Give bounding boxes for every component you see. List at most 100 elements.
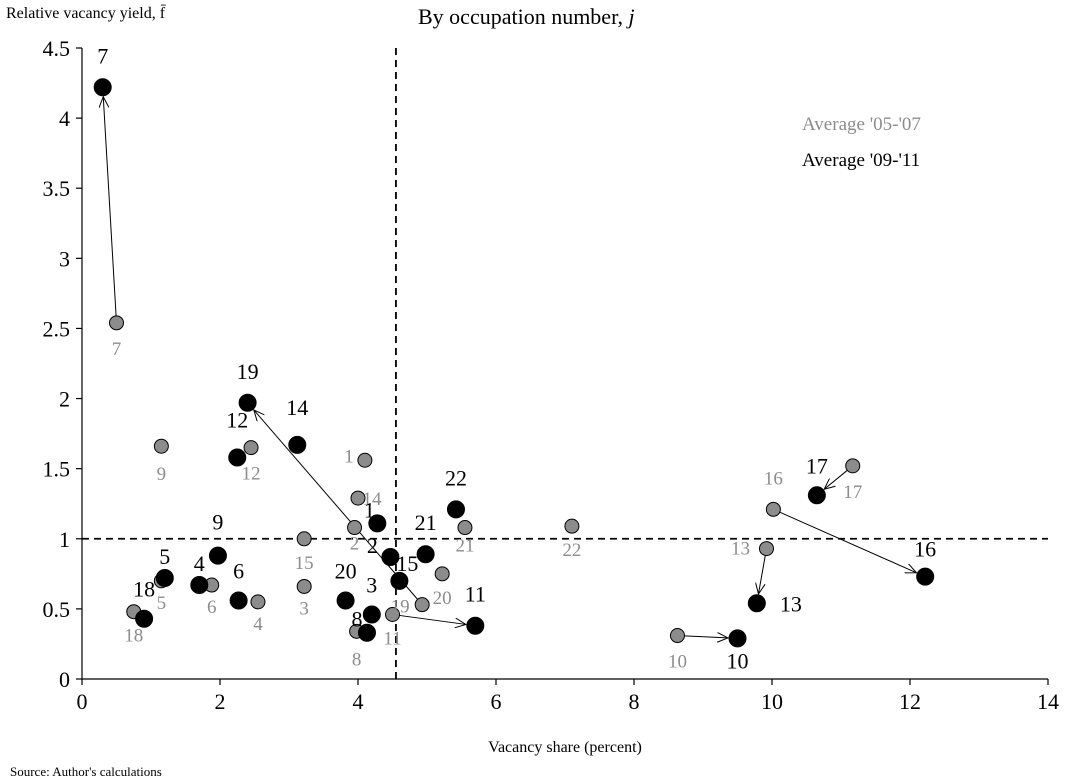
- point-old-16: [765, 501, 781, 517]
- point-label-new: 12: [226, 407, 248, 432]
- point-label-old: 15: [295, 553, 314, 574]
- x-tick-label: 14: [1037, 689, 1059, 714]
- chart-title-main: By occupation number,: [418, 4, 623, 29]
- arrow-13: [758, 555, 766, 593]
- arrow-17: [824, 469, 848, 489]
- point-new-20: [336, 591, 355, 610]
- y-tick-label: 1.5: [43, 457, 71, 482]
- point-label-old: 4: [253, 614, 263, 635]
- point-label-new: 17: [806, 453, 828, 478]
- y-tick-label: 4: [59, 106, 70, 131]
- point-new-6: [229, 591, 248, 610]
- point-label-old: 10: [668, 652, 687, 673]
- point-old-4: [250, 594, 266, 610]
- point-new-10: [728, 629, 747, 648]
- point-label-old: 14: [363, 489, 383, 510]
- point-new-9: [208, 546, 227, 565]
- point-new-4: [190, 576, 209, 595]
- point-label-old: 22: [562, 540, 581, 561]
- x-tick-label: 2: [215, 689, 226, 714]
- point-label-new: 9: [212, 510, 223, 535]
- point-new-7: [93, 78, 112, 97]
- point-label-old: 12: [242, 464, 261, 485]
- point-label-old: 5: [157, 593, 167, 614]
- point-new-13: [747, 594, 766, 613]
- point-label-new: 7: [97, 43, 108, 68]
- point-label-new: 11: [465, 582, 486, 607]
- x-tick-label: 8: [629, 689, 640, 714]
- point-old-3: [296, 578, 312, 594]
- point-old-10: [669, 628, 685, 644]
- point-label-new: 15: [396, 551, 418, 576]
- point-old-22: [564, 518, 580, 534]
- point-label-old: 11: [383, 628, 401, 649]
- point-label-old: 19: [391, 597, 410, 618]
- point-old-19: [414, 597, 430, 613]
- point-old-15: [296, 531, 312, 547]
- point-label-old: 1: [344, 446, 354, 467]
- point-label-new: 4: [194, 551, 205, 576]
- x-tick-label: 6: [491, 689, 502, 714]
- point-label-new: 22: [445, 465, 467, 490]
- point-label-new: 8: [351, 607, 362, 632]
- point-label-old: 18: [124, 626, 143, 647]
- point-label-old: 17: [843, 482, 862, 503]
- arrow-16: [779, 511, 917, 573]
- point-new-17: [807, 486, 826, 505]
- y-tick-label: 4.5: [43, 36, 71, 61]
- point-old-17: [845, 458, 861, 474]
- point-label-old: 6: [207, 597, 217, 618]
- y-tick-label: 3: [59, 246, 70, 271]
- y-tick-label: 1: [59, 527, 70, 552]
- arrows: [103, 97, 916, 638]
- point-old-1: [357, 452, 373, 468]
- arrow-11: [399, 614, 465, 624]
- point-label-old: 16: [764, 468, 783, 489]
- y-tick-label: 0.5: [43, 597, 71, 622]
- point-label-old: 2: [350, 534, 360, 555]
- y-tick-label: 3.5: [43, 176, 71, 201]
- point-label-new: 2: [367, 533, 378, 558]
- y-tick-label: 2: [59, 387, 70, 412]
- point-label-old: 20: [433, 588, 452, 609]
- x-ticks: 0 2 4 6 8 10 12 14: [77, 679, 1059, 714]
- point-new-11: [466, 616, 485, 635]
- point-label-new: 10: [727, 648, 749, 673]
- point-new-16: [916, 567, 935, 586]
- arrow-7: [103, 97, 117, 316]
- point-new-15: [390, 571, 409, 590]
- point-label-old: 3: [299, 598, 309, 619]
- source-note: Source: Author's calculations: [10, 764, 162, 779]
- point-label-old: 7: [112, 339, 122, 360]
- point-old-12: [243, 440, 259, 456]
- point-label-new: 16: [914, 537, 936, 562]
- point-label-new: 13: [780, 591, 802, 616]
- point-new-22: [446, 500, 465, 519]
- arrow-19: [254, 410, 418, 600]
- x-axis-label: Vacancy share (percent): [488, 739, 642, 756]
- point-old-9: [153, 438, 169, 454]
- point-label-new: 14: [286, 395, 308, 420]
- point-new-5: [155, 569, 174, 588]
- legend-entry-new: Average '09-'11: [802, 150, 920, 171]
- point-old-14: [350, 490, 366, 506]
- point-label-new: 21: [415, 510, 437, 535]
- point-label-new: 5: [159, 544, 170, 569]
- y-tick-label: 0: [59, 667, 70, 692]
- point-label-old: 13: [731, 539, 750, 560]
- point-old-13: [758, 541, 774, 557]
- point-label-old: 9: [157, 464, 167, 485]
- point-new-21: [416, 545, 435, 564]
- x-tick-label: 12: [899, 689, 921, 714]
- chart-title-variable: j: [626, 4, 635, 29]
- point-old-20: [434, 566, 450, 582]
- legend-entry-old: Average '05-'07: [802, 114, 921, 135]
- point-label-new: 1: [364, 497, 375, 522]
- point-old-11: [385, 606, 400, 622]
- data-points: [93, 78, 935, 648]
- point-label-old: 21: [455, 536, 474, 557]
- y-ticks: 0 0.5 1 1.5 2 2.5 3 3.5 4 4.5: [43, 36, 82, 692]
- arrow-10: [684, 636, 728, 638]
